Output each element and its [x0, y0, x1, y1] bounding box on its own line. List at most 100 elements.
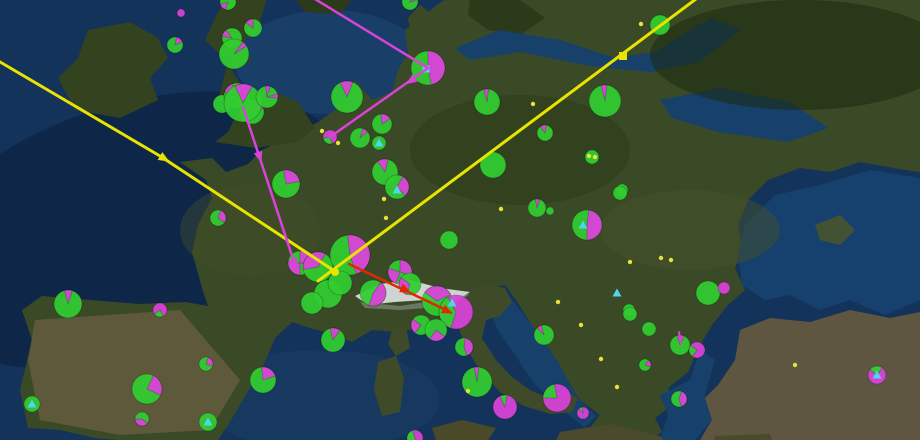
route-arrow-icon [441, 304, 453, 314]
pie-marker[interactable] [695, 280, 721, 306]
pie-wedge [266, 93, 279, 99]
pie-wedge [282, 169, 301, 185]
pie-marker[interactable] [349, 127, 371, 149]
pie-wedge [260, 366, 276, 381]
pie-marker[interactable] [176, 8, 186, 18]
pie-marker[interactable] [473, 88, 501, 116]
waypoint-dot [381, 196, 387, 202]
pie-marker[interactable] [53, 289, 83, 319]
forest-patch-central [410, 95, 630, 205]
waypoint-dot [555, 299, 561, 305]
pie-marker[interactable] [359, 279, 387, 307]
route[interactable] [241, 105, 301, 271]
pie-marker[interactable] [327, 270, 353, 296]
pie-wedge [578, 406, 584, 415]
aircraft-triangle-icon[interactable] [392, 185, 402, 194]
pie-marker[interactable] [209, 209, 227, 227]
pie-marker[interactable] [23, 395, 41, 413]
route[interactable] [0, 59, 339, 276]
pie-base [717, 281, 731, 295]
pie-marker[interactable] [134, 411, 150, 427]
aircraft-triangle-icon[interactable] [27, 399, 37, 408]
pie-marker[interactable] [688, 341, 706, 359]
pie-marker[interactable] [641, 321, 657, 337]
pie-marker[interactable] [670, 390, 688, 408]
pie-marker[interactable] [131, 373, 163, 405]
pie-marker[interactable] [255, 85, 279, 109]
pie-marker[interactable] [612, 185, 628, 201]
pie-marker[interactable] [576, 406, 590, 420]
waypoint-dot [592, 154, 598, 160]
pie-marker[interactable] [243, 18, 263, 38]
pie-marker[interactable] [542, 383, 572, 413]
land-sicily [432, 420, 496, 440]
aircraft-triangle-icon[interactable] [203, 417, 213, 426]
route[interactable] [316, 0, 700, 283]
pie-marker[interactable] [588, 84, 622, 118]
aircraft-triangle-icon[interactable] [447, 298, 457, 307]
pie-marker[interactable] [638, 358, 652, 372]
pie-marker[interactable] [584, 149, 600, 165]
pie-marker[interactable] [300, 291, 324, 315]
pie-wedge [64, 289, 73, 306]
pie-marker[interactable] [717, 281, 731, 295]
waypoint-dot [465, 388, 471, 394]
pie-marker[interactable] [622, 306, 638, 322]
routes-layer [0, 0, 700, 345]
pie-wedge [134, 418, 149, 427]
pie-marker[interactable] [271, 169, 301, 199]
aircraft-triangle-icon[interactable] [872, 370, 882, 379]
pie-base [300, 291, 324, 315]
pie-marker[interactable] [223, 83, 263, 123]
pie-marker[interactable] [219, 0, 237, 11]
pie-marker[interactable] [218, 38, 250, 70]
waypoint-dot [638, 21, 644, 27]
pie-marker[interactable] [371, 113, 393, 135]
pie-wedge [427, 50, 446, 86]
pie-marker[interactable] [198, 412, 218, 432]
pie-marker[interactable] [533, 324, 555, 346]
pie-marker[interactable] [406, 429, 424, 440]
pie-wedge [376, 158, 389, 173]
pie-marker[interactable] [536, 124, 554, 142]
pie-marker[interactable] [492, 394, 518, 420]
pie-marker[interactable] [454, 337, 474, 357]
pie-wedge [329, 327, 341, 341]
pie-marker[interactable] [401, 0, 419, 11]
land-tunisia [556, 424, 664, 440]
route[interactable] [347, 262, 455, 318]
pie-marker[interactable] [439, 230, 459, 250]
pie-marker[interactable] [330, 80, 364, 114]
pie-wedge [359, 127, 369, 140]
route[interactable] [678, 331, 682, 345]
pie-base [584, 149, 600, 165]
aircraft-triangle-icon[interactable] [374, 138, 384, 147]
pie-marker[interactable] [867, 365, 887, 385]
aircraft-triangle-icon[interactable] [612, 288, 622, 297]
pie-wedge [424, 285, 452, 302]
route[interactable] [310, 0, 430, 139]
pie-marker[interactable] [424, 318, 448, 342]
france-patch [180, 185, 320, 275]
pie-marker[interactable] [571, 209, 603, 241]
pie-marker[interactable] [166, 36, 184, 54]
pie-marker[interactable] [384, 174, 410, 200]
pie-marker[interactable] [527, 198, 547, 218]
aircraft-triangle-icon[interactable] [578, 220, 588, 229]
pie-marker[interactable] [320, 327, 346, 353]
waypoint-dot [530, 101, 536, 107]
pie-marker[interactable] [198, 356, 214, 372]
pie-wedge [174, 36, 183, 46]
pie-wedge [153, 309, 164, 318]
route-arrow-icon [157, 152, 170, 162]
pie-marker[interactable] [545, 206, 555, 216]
pie-marker[interactable] [249, 366, 277, 394]
pie-base [401, 0, 419, 11]
pie-wedge [534, 198, 541, 209]
waypoint-dot [668, 257, 674, 263]
pie-marker[interactable] [371, 135, 387, 151]
pie-marker[interactable] [152, 302, 168, 318]
